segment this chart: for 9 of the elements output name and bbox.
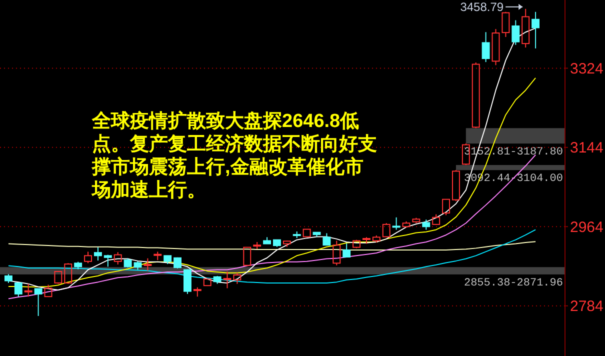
y-tick-label: 3324: [570, 60, 604, 78]
band-label: 2855.38-2871.96: [464, 277, 563, 290]
y-tick-label: 3144: [570, 140, 604, 157]
annotation: 3458.79: [460, 0, 504, 14]
candlestick: [223, 271, 232, 289]
y-tick-label: 2964: [570, 218, 604, 236]
y-tick-label: 2784: [570, 298, 604, 316]
candlestick: [532, 11, 540, 49]
annotation: 全球疫情扩散致大盘探2646.8低点。复产复工经济数据不断向好支撑市场震荡上行,金融改革催化市场加速上行。: [91, 110, 377, 201]
